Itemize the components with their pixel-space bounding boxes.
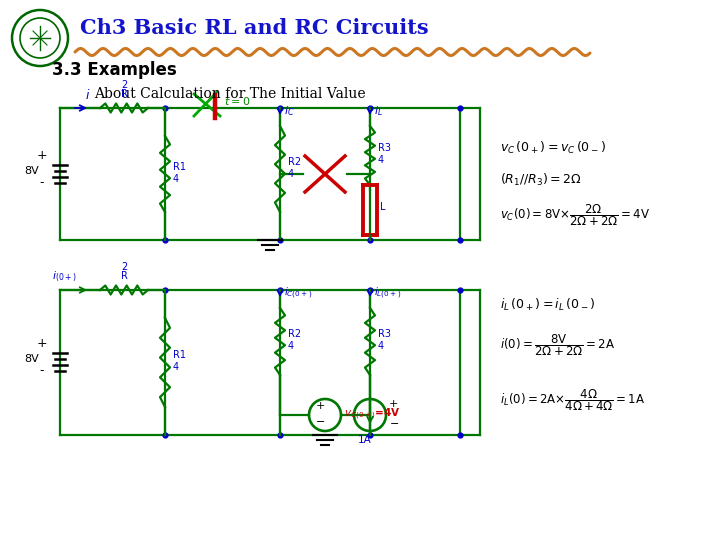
Text: 4: 4: [288, 341, 294, 351]
Text: +: +: [389, 399, 398, 409]
Text: R2: R2: [288, 157, 301, 167]
Text: $v_C(0)=8\mathrm{V}{\times}\dfrac{2\Omega}{2\Omega+2\Omega}=4\mathrm{V}$: $v_C(0)=8\mathrm{V}{\times}\dfrac{2\Omeg…: [500, 202, 650, 228]
Text: $i$: $i$: [85, 88, 91, 102]
Text: Ch3 Basic RL and RC Circuits: Ch3 Basic RL and RC Circuits: [80, 18, 428, 38]
Text: $v_C\,(0_+)=v_C\,(0_-)$: $v_C\,(0_+)=v_C\,(0_-)$: [500, 140, 606, 156]
Text: -: -: [40, 176, 44, 189]
Text: $t=0$: $t=0$: [224, 95, 251, 107]
Text: R: R: [120, 271, 127, 281]
Text: $i_L(0)=2\mathrm{A}{\times}\dfrac{4\Omega}{4\Omega+4\Omega}=1\mathrm{A}$: $i_L(0)=2\mathrm{A}{\times}\dfrac{4\Omeg…: [500, 387, 645, 413]
Text: $i_L\,(0_+)=i_L\,(0_-)$: $i_L\,(0_+)=i_L\,(0_-)$: [500, 297, 595, 313]
Text: $i_C$: $i_C$: [284, 104, 294, 118]
Text: 2: 2: [121, 80, 127, 90]
Text: 2: 2: [121, 262, 127, 272]
Text: $-$: $-$: [389, 417, 399, 427]
Text: -: -: [40, 364, 44, 377]
Text: About Calculation for The Initial Value: About Calculation for The Initial Value: [94, 87, 366, 101]
Text: 8V: 8V: [24, 166, 40, 176]
Text: $-$: $-$: [315, 415, 325, 425]
Text: $v_{C(0+)}$=4V: $v_{C(0+)}$=4V: [344, 407, 400, 422]
Text: 4: 4: [378, 341, 384, 351]
Text: 4: 4: [288, 169, 294, 179]
Text: R: R: [120, 89, 127, 99]
Text: 3.3 Examples: 3.3 Examples: [52, 61, 176, 79]
Text: $i_{C(0+)}$: $i_{C(0+)}$: [284, 286, 312, 301]
Text: +: +: [37, 149, 48, 162]
Text: 8V: 8V: [24, 354, 40, 364]
Text: R2: R2: [288, 329, 301, 339]
Text: R3: R3: [378, 329, 391, 339]
Text: L: L: [380, 202, 385, 212]
Text: 4: 4: [378, 155, 384, 165]
Text: R3: R3: [378, 143, 391, 153]
Text: $i(0)=\dfrac{8\mathrm{V}}{2\Omega+2\Omega}=2\mathrm{A}$: $i(0)=\dfrac{8\mathrm{V}}{2\Omega+2\Omeg…: [500, 332, 615, 358]
Text: 4: 4: [173, 174, 179, 184]
Text: +: +: [37, 337, 48, 350]
Text: 4: 4: [173, 362, 179, 372]
Text: $i_{(0+)}$: $i_{(0+)}$: [53, 269, 78, 284]
Text: R1: R1: [173, 350, 186, 360]
Text: R1: R1: [173, 162, 186, 172]
Text: $(R_1//R_3)=2\Omega$: $(R_1//R_3)=2\Omega$: [500, 172, 582, 188]
Text: 1A: 1A: [358, 435, 372, 445]
Text: $i_L$: $i_L$: [374, 104, 383, 118]
Text: $i_{L(0+)}$: $i_{L(0+)}$: [374, 286, 402, 301]
Text: +: +: [315, 401, 325, 411]
